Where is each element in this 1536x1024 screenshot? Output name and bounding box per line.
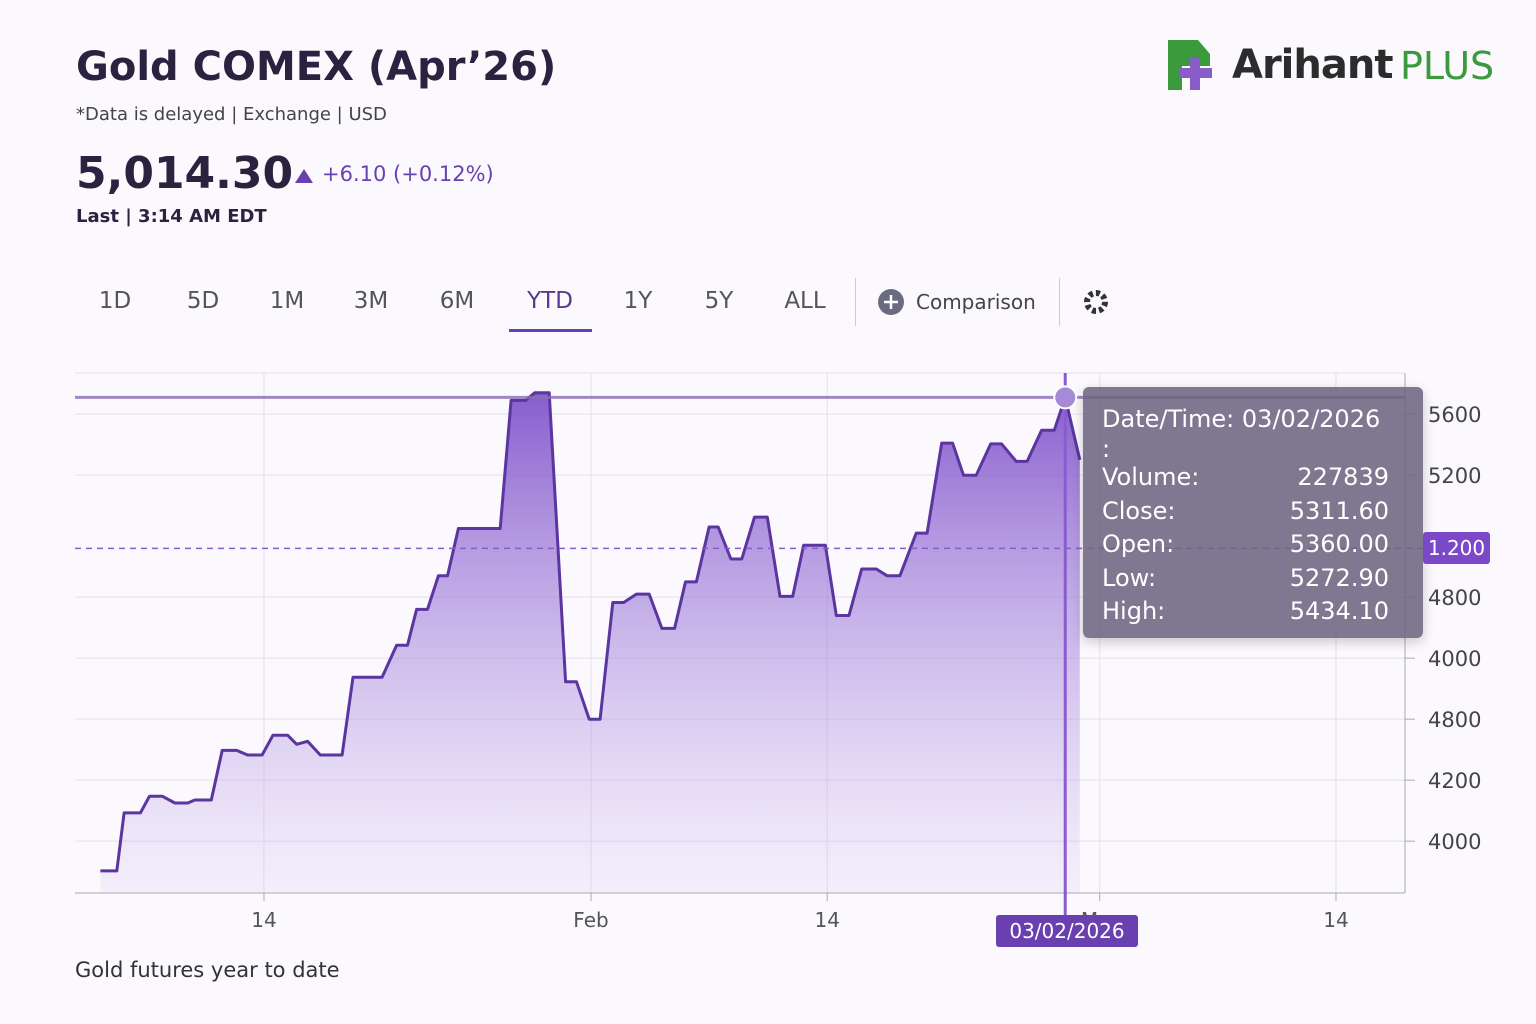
subtitle: *Data is delayed | Exchange | USD bbox=[76, 104, 387, 125]
tooltip-label: Open: bbox=[1102, 530, 1175, 558]
price-line bbox=[100, 391, 1082, 873]
settings-icon bbox=[1084, 290, 1108, 314]
last-time: Last | 3:14 AM EDT bbox=[76, 206, 267, 227]
y-tick-label: 4800 bbox=[1428, 586, 1481, 610]
y-tick-label: 5600 bbox=[1428, 403, 1481, 427]
x-tick-label: 14 bbox=[814, 908, 839, 932]
logo-icon bbox=[1168, 40, 1212, 90]
tooltip-label: Close: bbox=[1102, 496, 1176, 525]
logo-suffix: PLUS bbox=[1400, 44, 1495, 88]
tab-underline bbox=[509, 329, 592, 332]
crosshair-label: 1.200 bbox=[1423, 532, 1490, 565]
caption: Gold futures year to date bbox=[75, 958, 340, 982]
tooltip-label: High: bbox=[1102, 597, 1166, 625]
tab[interactable]: YTD bbox=[527, 288, 573, 314]
tooltip-label: Low: bbox=[1102, 563, 1157, 592]
tooltip-continuation: : bbox=[1102, 435, 1111, 463]
tab[interactable]: 5Y bbox=[704, 288, 734, 314]
logo-name: Arihant bbox=[1232, 42, 1393, 88]
separator bbox=[855, 278, 856, 326]
y-tick-label: 4000 bbox=[1428, 647, 1481, 671]
y-tick-label: 4200 bbox=[1428, 769, 1481, 793]
tooltip-value: 5311.60 bbox=[1289, 496, 1389, 525]
area-fill bbox=[100, 392, 1080, 893]
tooltip-title: Date/Time: 03/02/2026 bbox=[1102, 405, 1381, 433]
tooltip-value: 5360.00 bbox=[1289, 530, 1389, 558]
comparison-button[interactable]: Comparison bbox=[916, 290, 1036, 314]
tooltip-value: 5272.90 bbox=[1289, 563, 1389, 592]
tooltip-value: 227839 bbox=[1297, 463, 1389, 491]
settings-icon bbox=[1092, 298, 1100, 306]
up-arrow bbox=[295, 169, 313, 183]
plus-icon bbox=[884, 295, 898, 309]
separator bbox=[1059, 278, 1060, 326]
x-tick-label: 14 bbox=[251, 908, 276, 932]
y-tick-label: 5200 bbox=[1428, 464, 1481, 488]
tab[interactable]: 3M bbox=[353, 288, 389, 314]
y-tick-label: 4800 bbox=[1428, 708, 1481, 732]
date-badge: 03/02/2026 bbox=[996, 915, 1138, 947]
tooltip: Date/Time: 03/02/2026: Volume: 227839 Close… bbox=[1083, 387, 1423, 638]
tooltip-label: Volume: bbox=[1102, 463, 1200, 491]
title: Gold COMEX (Apr’26) bbox=[76, 44, 557, 90]
tab[interactable]: 6M bbox=[439, 288, 475, 314]
tab[interactable]: ALL bbox=[784, 288, 826, 314]
tab[interactable]: 1Y bbox=[623, 288, 653, 314]
tab[interactable]: 1D bbox=[98, 288, 132, 314]
tooltip-value: 5434.10 bbox=[1289, 597, 1389, 625]
x-tick-label: Feb bbox=[573, 908, 608, 932]
y-tick-label: 4000 bbox=[1428, 830, 1481, 854]
price: 5,014.30 bbox=[76, 148, 294, 199]
price-change: +6.10 (+0.12%) bbox=[322, 162, 494, 186]
x-tick-label: 14 bbox=[1323, 908, 1348, 932]
tab[interactable]: 1M bbox=[269, 288, 305, 314]
hover-point bbox=[1053, 385, 1078, 410]
tab[interactable]: 5D bbox=[186, 288, 220, 314]
